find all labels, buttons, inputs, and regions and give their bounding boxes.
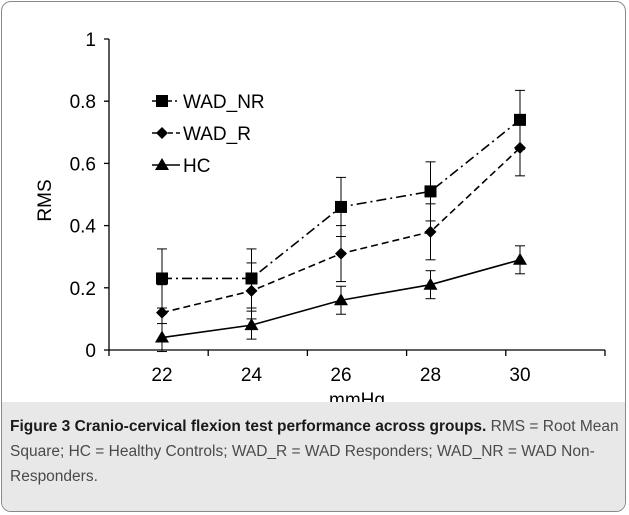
y-tick-label: 0 bbox=[85, 341, 96, 362]
y-tick-label: 0.8 bbox=[70, 92, 96, 113]
point-wad-nr bbox=[156, 272, 168, 285]
x-tick-label: 30 bbox=[509, 365, 530, 386]
x-axis-label: mmHg bbox=[329, 390, 385, 402]
caption-title: Figure 3 Cranio-cervical flexion test pe… bbox=[10, 418, 487, 435]
point-wad-r bbox=[514, 141, 526, 154]
point-hc bbox=[155, 330, 169, 343]
point-hc bbox=[423, 277, 438, 290]
point-wad-r bbox=[245, 284, 258, 297]
point-hc bbox=[513, 252, 527, 265]
point-wad-r bbox=[335, 247, 347, 260]
legend-label-wad-nr: WAD_NR bbox=[183, 92, 265, 113]
x-tick-label: 24 bbox=[241, 365, 263, 386]
y-tick-label: 1 bbox=[85, 30, 96, 51]
figure-caption: Figure 3 Cranio-cervical flexion test pe… bbox=[10, 414, 620, 489]
legend-label-hc: HC bbox=[183, 156, 210, 177]
caption-text: RMS = Root Mean Square; HC = Healthy Con… bbox=[10, 418, 619, 485]
y-tick-label: 0.6 bbox=[70, 154, 96, 175]
x-tick-label: 22 bbox=[151, 365, 172, 386]
y-tick-label: 0.2 bbox=[70, 279, 96, 300]
x-tick-label: 28 bbox=[420, 365, 441, 386]
point-wad-r bbox=[424, 225, 437, 238]
x-tick-label: 26 bbox=[330, 365, 351, 386]
point-wad-nr bbox=[335, 200, 347, 213]
caption-band bbox=[2, 402, 625, 511]
point-hc bbox=[334, 293, 348, 306]
legend-label-wad-r: WAD_R bbox=[183, 124, 251, 145]
y-tick-label: 0.4 bbox=[70, 217, 97, 238]
legend-marker-hc bbox=[155, 158, 169, 170]
y-axis-label: RMS bbox=[35, 179, 56, 221]
point-wad-nr bbox=[424, 185, 437, 198]
legend-marker-wad-nr bbox=[156, 95, 168, 107]
point-hc bbox=[244, 318, 259, 331]
line-chart: 0 0.2 0.4 0.6 0.8 1 22 24 26 28 30 mmHg RMS WAD_NR WAD… bbox=[35, 30, 606, 402]
legend-marker-wad-r bbox=[156, 127, 168, 139]
point-wad-r bbox=[156, 306, 168, 319]
